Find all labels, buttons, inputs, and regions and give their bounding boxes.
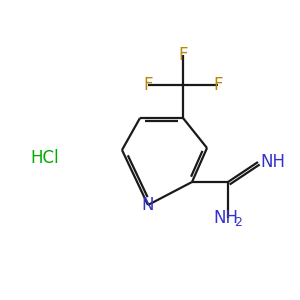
Text: NH: NH bbox=[214, 209, 239, 227]
Text: F: F bbox=[213, 76, 223, 94]
Text: F: F bbox=[178, 46, 188, 64]
Text: F: F bbox=[143, 76, 153, 94]
Text: 2: 2 bbox=[234, 215, 242, 229]
Text: NH: NH bbox=[260, 153, 285, 171]
Text: N: N bbox=[142, 196, 154, 214]
Text: HCl: HCl bbox=[31, 149, 59, 167]
